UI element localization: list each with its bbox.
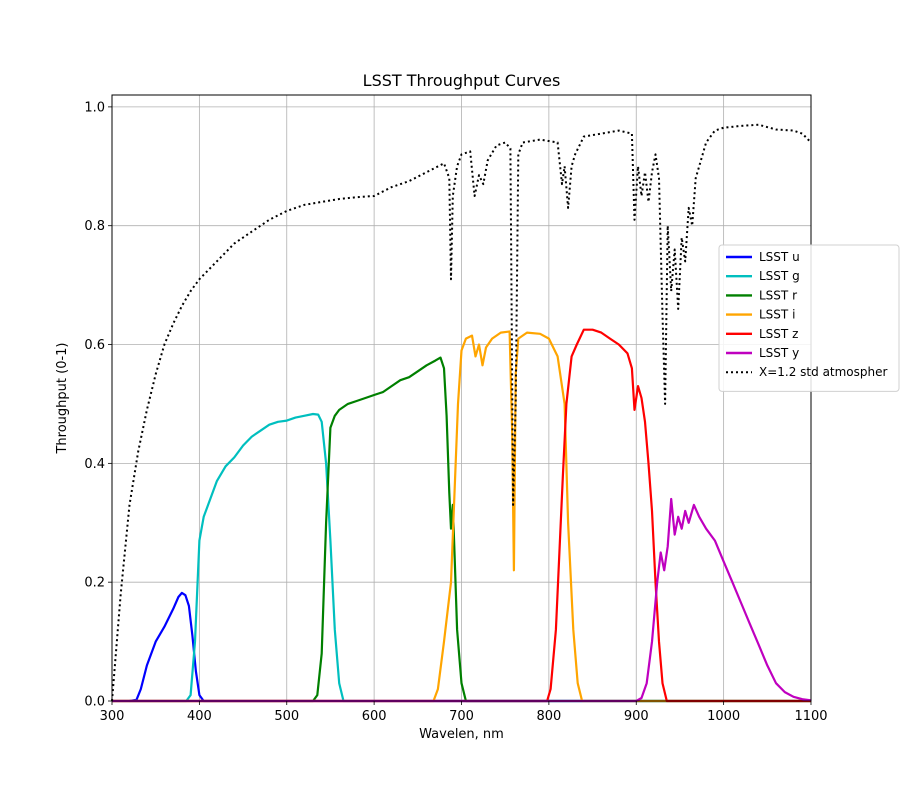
series-line-5 [112, 328, 811, 703]
legend: LSST u LSST g LSST r LSST i LSST z LSST y X=1.… [718, 244, 900, 392]
x-tick-label: 700 [449, 709, 474, 724]
series-layer [111, 123, 812, 703]
legend-entry: LSST i [759, 308, 795, 322]
y-tick-label: 1.0 [84, 100, 105, 115]
legend-entry: X=1.2 std atmospher [759, 365, 888, 379]
legend-entry: LSST z [759, 327, 798, 341]
y-tick-label: 0.6 [84, 338, 105, 353]
x-tick-label: 900 [624, 709, 649, 724]
x-axis-label: Wavelen, nm [419, 727, 504, 742]
legend-entry: LSST u [759, 250, 800, 264]
y-tick-label: 0.2 [84, 576, 105, 591]
x-tick-label: 1100 [794, 709, 827, 724]
legend-entry: LSST g [759, 269, 800, 283]
legend-box [718, 244, 900, 392]
series-line-1 [129, 591, 811, 703]
x-tick-label: 300 [100, 709, 125, 724]
legend-entry: LSST y [759, 346, 799, 360]
x-tick-label: 1000 [707, 709, 740, 724]
y-tick-label: 0.8 [84, 219, 105, 234]
series-line-6 [112, 497, 812, 703]
y-tick-label: 0.4 [84, 457, 105, 472]
series-line-2 [112, 412, 811, 703]
x-tick-label: 800 [536, 709, 561, 724]
x-tick-label: 500 [274, 709, 299, 724]
x-tick-label: 400 [187, 709, 212, 724]
y-axis-label: Throughput (0-1) [55, 342, 70, 454]
chart-title: LSST Throughput Curves [363, 71, 561, 90]
y-axis: 0.0 0.2 0.4 0.6 0.8 1.0 [84, 100, 112, 710]
series-line-4 [112, 330, 811, 703]
x-axis: 300 400 500 600 700 800 900 1000 1100 [100, 701, 828, 724]
y-tick-label: 0.0 [84, 695, 105, 710]
x-tick-label: 600 [362, 709, 387, 724]
legend-entry: LSST r [759, 288, 797, 302]
